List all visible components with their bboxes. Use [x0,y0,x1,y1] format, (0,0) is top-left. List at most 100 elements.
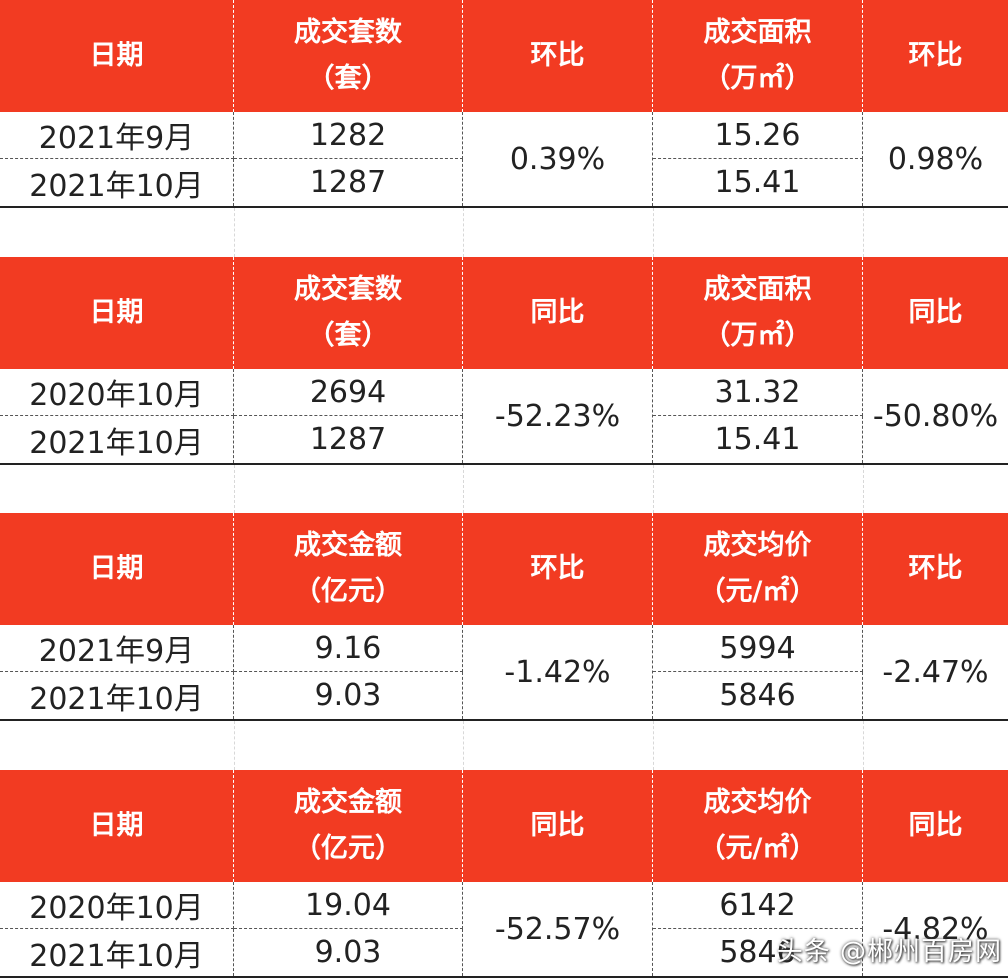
column-guide [234,208,235,257]
date-cell: 2021年9月 [0,625,234,672]
header-text: （套） [307,320,389,351]
header-text: 日期 [89,297,144,328]
header-text: （亿元） [294,833,402,864]
header-text: （万㎡） [703,320,812,351]
stats-table: 日期 成交金额 （亿元） 环比 成交均价 （元/㎡） 环比 2021年9月 9.16 5994 20… [0,513,1008,721]
header-cell: 同比 [463,257,653,369]
header-text: 环比 [530,553,585,584]
value-cell: 6142 [653,882,863,929]
header-cell: 成交套数 （套） [234,0,463,112]
column-guide [653,465,654,513]
table-bottom-border [0,206,1008,208]
column-guide [463,208,464,257]
header-text: 日期 [89,810,144,841]
value-cell: 5846 [653,672,863,719]
header-text: （亿元） [294,576,402,607]
header-text: 环比 [908,40,963,71]
header-text: 成交金额 [294,530,402,561]
column-guide [234,465,235,513]
header-text: （套） [307,63,389,94]
value-cell: 15.41 [653,159,863,206]
header-cell: 成交均价 （元/㎡） [653,770,863,882]
header-text: （万㎡） [703,63,812,94]
value-cell: 15.26 [653,112,863,159]
stats-table: 日期 成交金额 （亿元） 同比 成交均价 （元/㎡） 同比 2020年10月 19.04 6142… [0,770,1008,978]
header-text: 成交套数 [294,17,402,48]
header-text: 同比 [530,297,585,328]
table-gap [0,465,1008,513]
header-cell: 环比 [463,0,653,112]
date-cell: 2020年10月 [0,882,234,929]
date-cell: 2021年10月 [0,929,234,976]
date-cell: 2021年10月 [0,416,234,463]
header-text: 同比 [530,810,585,841]
table-bottom-border [0,463,1008,465]
value-cell: 31.32 [653,369,863,416]
header-text: 日期 [89,40,144,71]
change-cell: -52.57% [463,882,653,976]
header-text: 同比 [908,810,963,841]
column-guide [463,721,464,770]
column-guide [863,721,864,770]
change-cell: 0.39% [463,112,653,206]
header-cell: 日期 [0,257,234,369]
stats-table: 日期 成交套数 （套） 环比 成交面积 （万㎡） 环比 2021年9月 1282 15.26 202… [0,0,1008,208]
change-cell: -2.47% [863,625,1008,719]
change-cell: -4.82% [863,882,1008,976]
column-guide [863,465,864,513]
value-cell: 9.03 [234,929,463,976]
header-text: 成交均价 [703,787,812,818]
value-cell: 9.16 [234,625,463,672]
header-text: 同比 [908,297,963,328]
value-cell: 19.04 [234,882,463,929]
date-cell: 2021年10月 [0,159,234,206]
header-text: 环比 [530,40,585,71]
column-guide [863,208,864,257]
header-cell: 日期 [0,513,234,625]
header-cell: 同比 [863,770,1008,882]
header-cell: 环比 [863,0,1008,112]
header-cell: 日期 [0,0,234,112]
value-cell: 1287 [234,416,463,463]
header-text: 环比 [908,553,963,584]
header-text: 成交套数 [294,274,402,305]
header-text: 成交金额 [294,787,402,818]
header-cell: 环比 [463,513,653,625]
column-guide [234,721,235,770]
header-cell: 成交金额 （亿元） [234,513,463,625]
date-cell: 2021年10月 [0,672,234,719]
change-cell: -52.23% [463,369,653,463]
header-text: （元/㎡） [698,576,817,607]
header-cell: 环比 [863,513,1008,625]
date-cell: 2021年9月 [0,112,234,159]
column-guide [463,465,464,513]
change-cell: 0.98% [863,112,1008,206]
table-bottom-border [0,719,1008,721]
header-text: （元/㎡） [698,833,817,864]
header-cell: 成交面积 （万㎡） [653,257,863,369]
watermark: 头条 @郴州百房网 [776,937,1002,967]
value-cell: 15.41 [653,416,863,463]
stats-table: 日期 成交套数 （套） 同比 成交面积 （万㎡） 同比 2020年10月 2694 31.32 20… [0,257,1008,465]
column-guide [653,721,654,770]
table-gap [0,208,1008,257]
value-cell: 1287 [234,159,463,206]
header-text: 日期 [89,553,144,584]
header-cell: 成交套数 （套） [234,257,463,369]
header-cell: 同比 [863,257,1008,369]
table-gap [0,721,1008,770]
change-cell: -50.80% [863,369,1008,463]
header-text: 成交均价 [703,530,812,561]
header-text: 成交面积 [703,17,812,48]
header-cell: 同比 [463,770,653,882]
header-cell: 日期 [0,770,234,882]
date-cell: 2020年10月 [0,369,234,416]
header-text: 成交面积 [703,274,812,305]
change-cell: -1.42% [463,625,653,719]
header-cell: 成交面积 （万㎡） [653,0,863,112]
value-cell: 2694 [234,369,463,416]
value-cell: 5994 [653,625,863,672]
table-bottom-border [0,976,1008,978]
value-cell: 9.03 [234,672,463,719]
header-cell: 成交金额 （亿元） [234,770,463,882]
